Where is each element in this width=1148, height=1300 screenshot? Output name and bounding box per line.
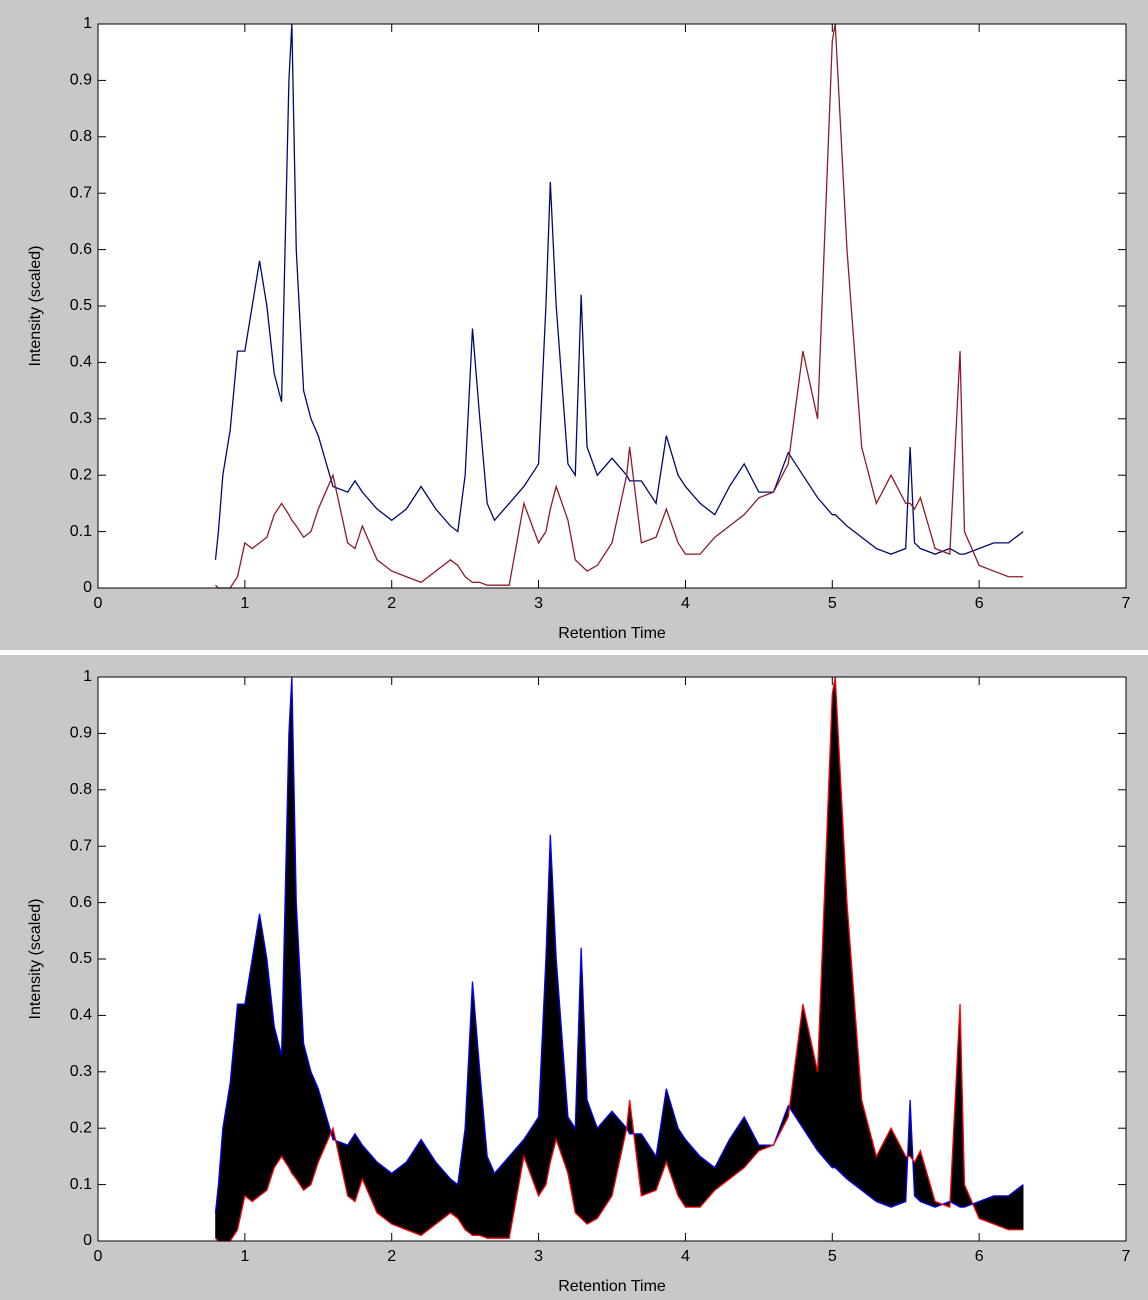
y-tick-label: 0.2 [70, 466, 92, 483]
x-tick-label: 3 [534, 1248, 543, 1265]
y-axis-label: Intensity (scaled) [27, 899, 44, 1020]
y-tick-label: 0 [83, 579, 92, 596]
x-tick-label: 6 [975, 1248, 984, 1265]
y-tick-label: 1 [83, 15, 92, 32]
range-fill [450, 1178, 459, 1219]
y-tick-label: 0.6 [70, 241, 92, 258]
y-tick-label: 0.4 [70, 1007, 92, 1024]
y-tick-label: 1 [83, 668, 92, 685]
x-axis-label: Retention Time [558, 625, 666, 642]
x-tick-label: 1 [240, 595, 249, 612]
x-tick-label: 0 [94, 1248, 103, 1265]
y-tick-label: 0.4 [70, 354, 92, 371]
x-tick-label: 2 [387, 1248, 396, 1265]
y-tick-label: 0.2 [70, 1119, 92, 1136]
x-tick-label: 7 [1122, 595, 1131, 612]
series-line [214, 676, 1024, 1213]
y-tick-label: 0.9 [70, 725, 92, 742]
y-axis-label: Intensity (scaled) [27, 246, 44, 367]
y-tick-label: 0.3 [70, 410, 92, 427]
series-line [215, 23, 1024, 589]
y-tick-label: 0.1 [70, 1176, 92, 1193]
y-tick-label: 0 [83, 1232, 92, 1249]
series-line [215, 676, 1024, 1242]
x-tick-label: 4 [681, 1248, 690, 1265]
range-fill [251, 913, 260, 1203]
range-fill [288, 676, 293, 1174]
x-tick-label: 1 [240, 1248, 249, 1265]
y-tick-label: 0.8 [70, 781, 92, 798]
y-tick-label: 0.5 [70, 950, 92, 967]
x-axis-label: Retention Time [558, 1278, 666, 1295]
y-tick-label: 0.6 [70, 894, 92, 911]
plot-area [98, 24, 1126, 588]
x-tick-label: 7 [1122, 1248, 1131, 1265]
x-tick-label: 3 [534, 595, 543, 612]
x-tick-label: 5 [828, 595, 837, 612]
x-tick-label: 0 [94, 595, 103, 612]
y-tick-label: 0.3 [70, 1063, 92, 1080]
y-tick-label: 0.8 [70, 128, 92, 145]
range-fill [237, 1003, 246, 1230]
y-tick-label: 0.9 [70, 72, 92, 89]
y-tick-label: 0.7 [70, 837, 92, 854]
series-line [214, 23, 1024, 560]
y-tick-label: 0.1 [70, 523, 92, 540]
x-tick-label: 6 [975, 595, 984, 612]
x-tick-label: 2 [387, 595, 396, 612]
x-tick-label: 5 [828, 1248, 837, 1265]
range-fill [677, 1127, 686, 1209]
y-tick-label: 0.7 [70, 184, 92, 201]
y-tick-label: 0.5 [70, 297, 92, 314]
range-fill [832, 676, 836, 1168]
x-tick-label: 4 [681, 595, 690, 612]
